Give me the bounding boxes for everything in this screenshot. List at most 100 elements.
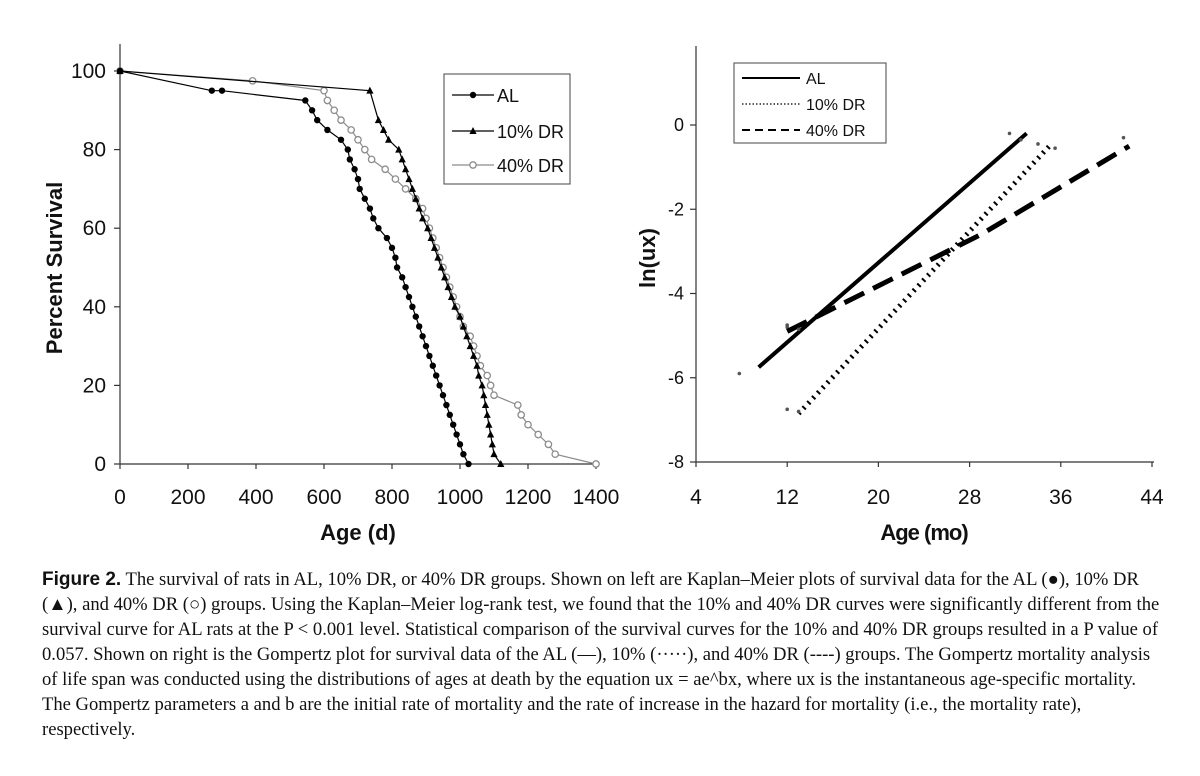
left-data-point xyxy=(483,371,492,380)
left-data-point xyxy=(447,292,456,300)
left-data-point xyxy=(483,410,491,418)
caption-label: Figure 2. xyxy=(42,569,122,590)
left-data-point xyxy=(446,411,453,419)
left-data-point xyxy=(434,253,442,261)
left-data-point xyxy=(388,244,396,252)
right-observed-point xyxy=(1053,146,1057,150)
left-x-tick-label: 1400 xyxy=(573,486,620,509)
left-data-point xyxy=(427,234,435,242)
left-data-point xyxy=(393,264,401,271)
left-data-point xyxy=(323,96,332,105)
left-legend-marker xyxy=(469,91,477,99)
right-legend-label: AL xyxy=(806,71,826,88)
caption-text: The survival of rats in AL, 10% DR, or 4… xyxy=(42,569,1160,740)
left-y-tick-label: 80 xyxy=(83,139,106,162)
left-data-point xyxy=(524,420,532,429)
left-y-tick-label: 60 xyxy=(83,217,106,240)
left-data-point xyxy=(433,372,440,379)
left-data-point xyxy=(592,460,600,468)
left-data-point xyxy=(314,116,321,124)
left-data-point xyxy=(544,440,553,449)
left-data-point xyxy=(480,391,488,399)
left-data-point xyxy=(408,184,416,192)
left-x-tick-label: 400 xyxy=(238,486,273,509)
left-data-point xyxy=(346,156,354,163)
left-y-tick-label: 0 xyxy=(94,453,106,476)
left-data-point xyxy=(436,382,443,389)
left-y-axis-label: Percent Survival xyxy=(42,182,67,354)
left-data-point xyxy=(497,460,505,467)
left-data-point xyxy=(487,430,495,438)
left-data-point xyxy=(426,352,433,360)
left-data-point xyxy=(409,303,416,310)
right-y-tick-label: -6 xyxy=(668,368,684,388)
left-data-point xyxy=(379,125,388,133)
right-observed-point xyxy=(796,327,801,332)
right-fit-line-al xyxy=(757,131,1028,369)
left-data-point xyxy=(402,283,409,291)
left-data-point xyxy=(412,313,419,320)
left-data-point xyxy=(419,333,426,340)
left-data-point xyxy=(405,175,413,183)
left-x-tick-label: 0 xyxy=(114,486,126,509)
left-data-point xyxy=(441,273,449,281)
left-data-point xyxy=(444,283,452,291)
left-y-tick-label: 40 xyxy=(83,296,106,319)
right-fit-line-10-dr xyxy=(796,144,1052,416)
left-data-point xyxy=(513,401,522,409)
left-data-point xyxy=(218,87,226,94)
left-data-point xyxy=(366,205,374,212)
left-data-point xyxy=(415,204,423,212)
left-data-point xyxy=(517,411,526,419)
right-observed-point xyxy=(796,409,801,414)
left-data-point xyxy=(401,185,410,193)
right-x-tick-label: 12 xyxy=(776,486,799,509)
left-data-point xyxy=(337,136,345,143)
left-series-line-al xyxy=(119,70,470,465)
left-data-point xyxy=(466,342,474,350)
left-data-point xyxy=(450,421,457,428)
right-observed-point xyxy=(1007,131,1012,136)
left-data-point xyxy=(208,87,215,94)
left-x-tick-label: 1000 xyxy=(437,486,484,509)
right-y-tick-label: -8 xyxy=(668,452,684,472)
figure-caption: Figure 2. The survival of rats in AL, 10… xyxy=(42,567,1162,742)
right-y-tick-label: 0 xyxy=(674,115,684,135)
left-data-point xyxy=(419,214,427,222)
right-y-tick-label: -2 xyxy=(668,199,684,219)
right-observed-point xyxy=(1019,137,1023,142)
left-x-tick-label: 200 xyxy=(170,486,205,509)
left-data-point xyxy=(374,116,382,124)
right-x-tick-label: 36 xyxy=(1049,486,1072,509)
left-data-point xyxy=(391,175,400,183)
left-data-point xyxy=(116,67,124,75)
right-x-tick-label: 20 xyxy=(867,486,890,509)
left-data-point xyxy=(375,225,382,232)
left-data-point xyxy=(330,106,339,115)
left-data-point xyxy=(324,126,331,134)
right-observed-point xyxy=(1121,135,1126,140)
left-data-point xyxy=(370,215,377,222)
left-data-point xyxy=(460,450,467,458)
right-y-axis-label: ln(ux) xyxy=(635,228,660,288)
left-y-tick-label: 20 xyxy=(83,374,106,397)
left-data-point xyxy=(453,431,460,438)
left-data-point xyxy=(383,234,391,242)
left-data-point xyxy=(367,155,376,164)
left-data-point xyxy=(422,342,430,350)
left-y-tick-label: 100 xyxy=(71,60,106,83)
left-data-point xyxy=(481,401,490,409)
left-legend-marker xyxy=(469,161,477,169)
left-legend-label: 40% DR xyxy=(497,156,564,176)
left-data-point xyxy=(430,243,439,251)
left-data-point xyxy=(360,145,369,154)
left-x-tick-label: 1200 xyxy=(505,486,552,509)
left-data-point xyxy=(485,420,493,428)
left-data-point xyxy=(405,293,413,301)
left-legend-marker xyxy=(469,127,477,134)
left-data-point xyxy=(456,312,464,320)
left-legend-box xyxy=(443,73,571,185)
left-data-point xyxy=(385,135,393,143)
left-x-tick-label: 800 xyxy=(374,486,409,509)
left-data-point xyxy=(392,254,399,261)
